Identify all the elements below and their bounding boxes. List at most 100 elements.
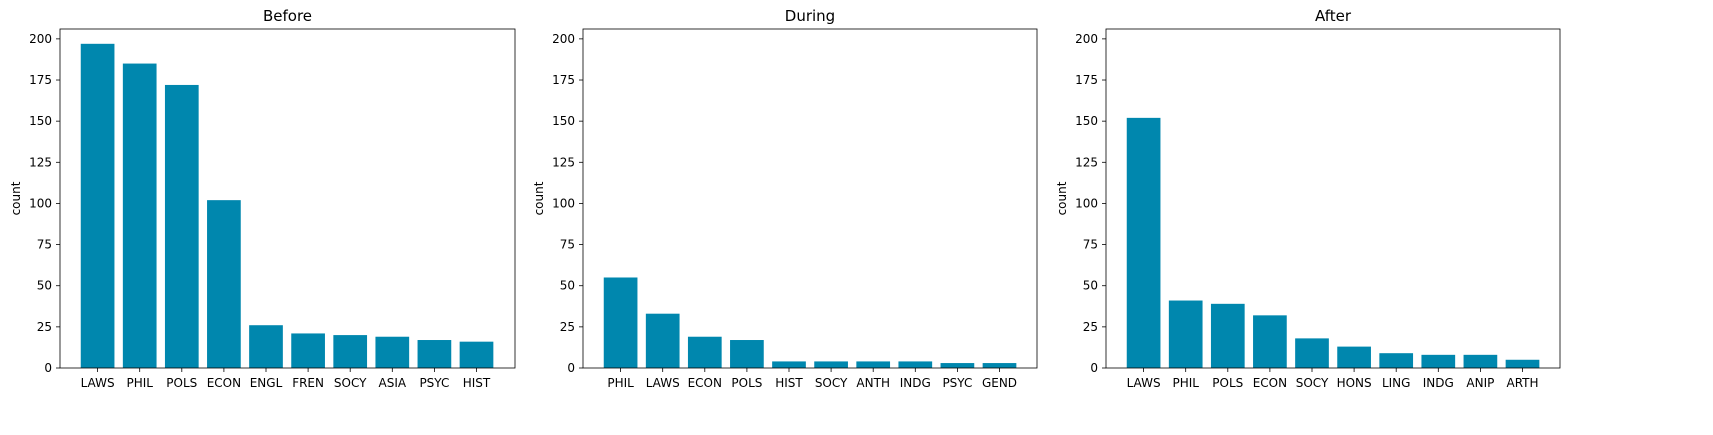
bar-gend (982, 363, 1017, 368)
x-tick-label: PHIL (1172, 376, 1199, 390)
y-tick-label: 25 (560, 320, 575, 334)
y-tick-label: 25 (37, 320, 52, 334)
x-tick-label: SOCY (334, 376, 367, 390)
y-tick-label: 175 (1075, 73, 1098, 87)
x-tick-label: PHIL (607, 376, 634, 390)
y-tick-label: 125 (1075, 155, 1098, 169)
x-tick-label: HIST (463, 376, 491, 390)
bar-hist (772, 361, 806, 368)
x-tick-label: LAWS (1127, 376, 1161, 390)
bar-engl (249, 325, 283, 368)
y-tick-label: 75 (1083, 238, 1098, 252)
bar-psyc (940, 363, 975, 368)
subplot-after: LAWS PHIL POLS ECON SOCY HONS LING INDG ANIP ARTH… (1055, 7, 1561, 390)
y-tick-label: 75 (560, 238, 575, 252)
y-tick-label: 100 (1075, 196, 1098, 210)
x-tick-label: ENGL (250, 376, 283, 390)
y-axis-label: count (532, 181, 546, 215)
bar-pols (164, 84, 199, 368)
y-tick-label: 175 (29, 73, 52, 87)
y-tick-label: 125 (29, 155, 52, 169)
y-tick-label: 25 (1083, 320, 1098, 334)
axes-frame (59, 28, 516, 369)
y-tick-label: 150 (29, 114, 52, 128)
x-tick-label: ECON (1253, 376, 1287, 390)
y-tick-label: 50 (37, 279, 52, 293)
x-tick-label: INDG (1423, 376, 1454, 390)
bar-ling (1379, 353, 1414, 368)
axes-frame (1105, 28, 1561, 369)
y-tick-label: 50 (560, 279, 575, 293)
x-tick-label: PHIL (126, 376, 153, 390)
bar-anth (856, 361, 891, 368)
bar-laws (1126, 117, 1161, 368)
y-tick-label: 0 (44, 361, 52, 375)
bar-pols (1210, 303, 1245, 368)
bar-arth (1505, 359, 1540, 368)
subplot-during: PHIL LAWS ECON POLS HIST SOCY ANTH INDG PSYC GEND… (532, 7, 1038, 390)
x-tick-label: LAWS (646, 376, 680, 390)
y-tick-label: 175 (552, 73, 575, 87)
bar-laws (80, 43, 115, 369)
bar-asia (375, 336, 410, 368)
bar-laws (645, 313, 680, 368)
bar-hist (459, 341, 494, 368)
axes-frame (582, 28, 1038, 369)
x-tick-label: POLS (731, 376, 762, 390)
bar-phil (122, 63, 157, 369)
y-tick-label: 200 (552, 32, 575, 46)
x-tick-label: INDG (900, 376, 931, 390)
x-tick-label: ARTH (1506, 376, 1538, 390)
x-tick-label: SOCY (1296, 376, 1329, 390)
y-axis-label: count (9, 181, 23, 215)
x-tick-label: ECON (207, 376, 241, 390)
bar-indg (1421, 354, 1456, 368)
bar-phil (603, 277, 638, 368)
bar-anip (1463, 354, 1498, 368)
bar-hons (1337, 346, 1371, 368)
y-tick-label: 0 (567, 361, 575, 375)
x-tick-label: FREN (292, 376, 324, 390)
x-tick-label: ANTH (856, 376, 890, 390)
y-tick-label: 50 (1083, 279, 1098, 293)
y-tick-label: 125 (552, 155, 575, 169)
x-tick-label: ANIP (1466, 376, 1494, 390)
x-tick-label: POLS (1212, 376, 1243, 390)
y-tick-label: 200 (29, 32, 52, 46)
y-tick-label: 150 (1075, 114, 1098, 128)
bar-pols (730, 340, 764, 368)
x-tick-label: LING (1382, 376, 1411, 390)
y-tick-label: 75 (37, 238, 52, 252)
x-tick-label: HONS (1337, 376, 1372, 390)
y-axis-label: count (1055, 181, 1069, 215)
bar-socy (333, 335, 368, 368)
bar-econ (687, 336, 722, 368)
x-tick-label: ECON (688, 376, 722, 390)
bar-socy (1295, 338, 1329, 368)
y-tick-label: 200 (1075, 32, 1098, 46)
y-tick-label: 100 (552, 196, 575, 210)
x-tick-label: POLS (166, 376, 197, 390)
x-tick-label: HIST (775, 376, 803, 390)
y-tick-label: 0 (1090, 361, 1098, 375)
bar-psyc (417, 340, 452, 368)
bar-indg (898, 361, 933, 368)
bar-socy (814, 361, 848, 368)
bar-econ (207, 200, 241, 368)
x-tick-label: GEND (982, 376, 1017, 390)
y-tick-label: 150 (552, 114, 575, 128)
chart-title: Before (263, 7, 312, 25)
x-tick-label: PSYC (419, 376, 449, 390)
x-tick-label: PSYC (942, 376, 972, 390)
x-tick-label: SOCY (815, 376, 848, 390)
subplot-before: LAWS PHIL POLS ECON ENGL FREN SOCY ASIA PSYC HIST… (9, 7, 516, 390)
chart-title: After (1315, 7, 1352, 25)
chart-title: During (785, 7, 835, 25)
x-tick-label: LAWS (81, 376, 115, 390)
x-tick-label: ASIA (379, 376, 407, 390)
bar-phil (1168, 300, 1203, 368)
y-tick-label: 100 (29, 196, 52, 210)
bar-econ (1253, 315, 1287, 368)
bar-fren (291, 333, 325, 368)
